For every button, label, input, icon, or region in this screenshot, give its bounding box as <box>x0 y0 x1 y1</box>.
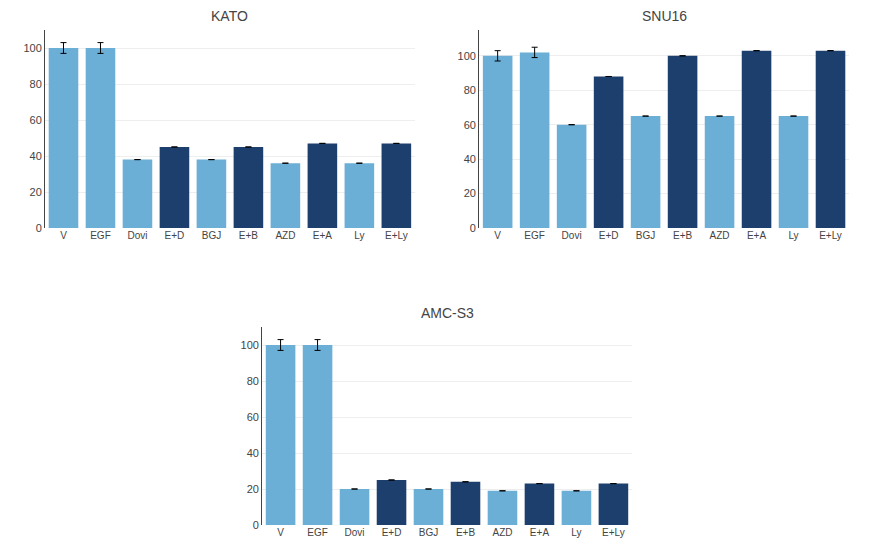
svg-text:100: 100 <box>458 50 476 62</box>
svg-text:V: V <box>60 230 67 241</box>
svg-text:EGF: EGF <box>307 527 328 538</box>
svg-text:60: 60 <box>247 411 259 423</box>
svg-text:40: 40 <box>464 153 476 165</box>
svg-text:BGJ: BGJ <box>202 230 221 241</box>
svg-text:KATO: KATO <box>211 8 248 24</box>
svg-text:E+D: E+D <box>165 230 185 241</box>
svg-text:BGJ: BGJ <box>419 527 438 538</box>
svg-text:20: 20 <box>464 187 476 199</box>
svg-text:E+B: E+B <box>673 230 693 241</box>
svg-text:20: 20 <box>247 483 259 495</box>
svg-text:BGJ: BGJ <box>636 230 655 241</box>
svg-text:E+B: E+B <box>456 527 476 538</box>
svg-text:Dovi: Dovi <box>345 527 365 538</box>
svg-text:60: 60 <box>464 119 476 131</box>
svg-text:80: 80 <box>464 84 476 96</box>
svg-text:V: V <box>494 230 501 241</box>
svg-text:AZD: AZD <box>710 230 730 241</box>
svg-text:AMC-S3: AMC-S3 <box>421 305 474 321</box>
svg-text:20: 20 <box>30 186 42 198</box>
svg-text:AZD: AZD <box>275 230 295 241</box>
svg-text:Ly: Ly <box>354 230 364 241</box>
svg-text:40: 40 <box>247 447 259 459</box>
svg-text:Dovi: Dovi <box>562 230 582 241</box>
svg-text:E+Ly: E+Ly <box>385 230 408 241</box>
svg-text:0: 0 <box>470 222 476 234</box>
svg-text:E+B: E+B <box>239 230 259 241</box>
svg-text:EGF: EGF <box>90 230 111 241</box>
svg-text:E+Ly: E+Ly <box>602 527 625 538</box>
svg-text:AZD: AZD <box>492 527 512 538</box>
svg-text:80: 80 <box>247 375 259 387</box>
svg-text:Ly: Ly <box>788 230 798 241</box>
svg-text:Ly: Ly <box>571 527 581 538</box>
svg-text:0: 0 <box>36 222 42 234</box>
svg-text:E+A: E+A <box>313 230 333 241</box>
svg-text:V: V <box>277 527 284 538</box>
svg-text:100: 100 <box>241 339 259 351</box>
svg-text:40: 40 <box>30 150 42 162</box>
svg-text:60: 60 <box>30 114 42 126</box>
svg-text:E+A: E+A <box>530 527 550 538</box>
svg-text:EGF: EGF <box>524 230 545 241</box>
svg-text:E+D: E+D <box>599 230 619 241</box>
svg-text:E+D: E+D <box>382 527 402 538</box>
svg-text:0: 0 <box>253 519 259 531</box>
svg-text:100: 100 <box>23 42 41 54</box>
svg-text:SNU16: SNU16 <box>642 8 687 24</box>
svg-text:80: 80 <box>30 78 42 90</box>
svg-text:Dovi: Dovi <box>127 230 147 241</box>
svg-text:E+A: E+A <box>747 230 767 241</box>
svg-text:E+Ly: E+Ly <box>819 230 842 241</box>
